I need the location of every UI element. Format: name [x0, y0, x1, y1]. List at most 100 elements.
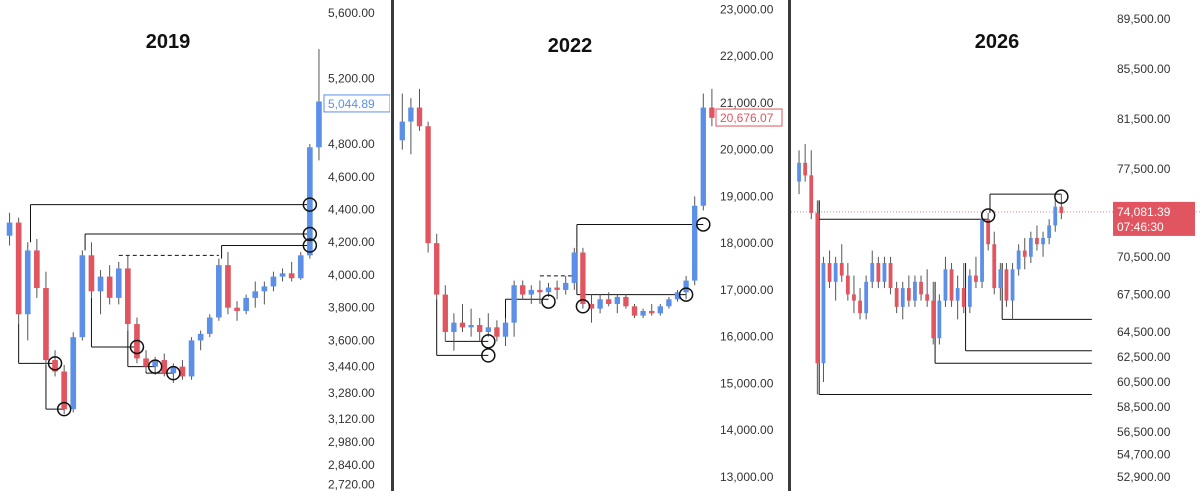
y-tick-label: 5,600.00: [328, 6, 375, 20]
candle: [906, 275, 911, 307]
candle: [571, 247, 577, 290]
candle: [900, 281, 905, 320]
candle: [809, 150, 814, 220]
candle: [270, 271, 277, 292]
candle: [1022, 237, 1027, 270]
candle: [674, 289, 681, 302]
y-tick-label: 4,000.00: [328, 268, 375, 282]
y-tick-label: 3,800.00: [328, 301, 375, 315]
candle: [1028, 231, 1033, 264]
candle: [858, 288, 862, 320]
candle: [279, 268, 286, 282]
y-tick-label: 64,500.00: [1117, 325, 1171, 339]
candle: [815, 200, 820, 395]
candle: [15, 217, 22, 325]
candle: [797, 150, 801, 195]
y-tick-label: 89,500.00: [1117, 12, 1171, 26]
candle: [494, 320, 500, 342]
candle: [852, 275, 856, 314]
highlight-circle: [1054, 189, 1069, 204]
candle: [1035, 225, 1039, 251]
highlight-circle: [47, 356, 63, 371]
candle: [468, 308, 474, 337]
candle: [434, 233, 440, 300]
candle: [606, 292, 612, 307]
candle: [580, 247, 586, 309]
y-tick-label: 5,200.00: [328, 72, 375, 86]
candle: [803, 144, 808, 182]
candle: [43, 271, 49, 365]
y-tick-label: 3,120.00: [328, 412, 375, 426]
candle: [986, 212, 991, 251]
y-tick-label: 23,000.00: [720, 2, 774, 16]
chart-panel-2026: 2026 89,500.00 85,500.00 81,500.00 77,500.00…: [791, 0, 1200, 491]
candle: [640, 308, 646, 318]
candle: [839, 244, 844, 282]
candle: [288, 261, 295, 282]
candle: [1016, 244, 1021, 276]
highlight-circle: [302, 226, 318, 242]
highlight-circle: [56, 401, 72, 417]
candle: [477, 317, 483, 342]
chart-title: 2022: [548, 35, 593, 57]
y-tick-label: 4,600.00: [328, 170, 375, 184]
candle: [459, 303, 466, 333]
y-tick-label: 58,500.00: [1117, 400, 1171, 414]
candle: [1004, 263, 1009, 307]
candle: [485, 313, 491, 337]
y-tick-label: 2,720.00: [328, 477, 375, 491]
candle: [143, 350, 149, 372]
candle: [913, 275, 917, 307]
candle: [179, 360, 186, 380]
y-tick-label: 67,500.00: [1117, 287, 1171, 301]
candle: [1059, 194, 1064, 220]
y-tick-label: 21,000.00: [720, 96, 774, 110]
chart-svg: 2022 23,000.00 22,000.00 21,000.00 20,000.00…: [399, 2, 783, 484]
chart-svg: 2026 89,500.00 85,500.00 81,500.00 77,500.00…: [791, 12, 1200, 484]
candle: [845, 263, 850, 301]
candle: [961, 263, 966, 314]
candle: [502, 317, 509, 347]
y-tick-label: 17,000.00: [720, 283, 774, 297]
last-price-badge: [715, 108, 783, 127]
candle: [974, 256, 978, 289]
y-tick-label: 70,500.00: [1117, 250, 1171, 264]
candle: [6, 212, 13, 246]
last-price-label: 20,676.07: [720, 111, 774, 125]
chart-panel-2019: 2019 5,600.00 5,200.00 4,800.00 4,600.00 4,40…: [0, 0, 390, 491]
candle: [316, 49, 322, 161]
candle: [563, 275, 569, 295]
candle: [106, 265, 113, 305]
y-tick-label: 60,500.00: [1117, 375, 1171, 389]
y-tick-label: 52,900.00: [1117, 470, 1171, 484]
candle: [919, 275, 923, 301]
candle: [833, 256, 838, 301]
highlight-circle: [481, 334, 496, 349]
highlight-circle: [696, 217, 711, 232]
y-tick-label: 13,000.00: [720, 470, 774, 484]
candle: [827, 250, 832, 289]
candle: [955, 275, 960, 320]
candle: [225, 252, 231, 315]
candle: [115, 261, 122, 305]
candle: [588, 294, 595, 323]
candle: [70, 332, 77, 413]
candle: [864, 275, 869, 320]
y-tick-label: 3,440.00: [328, 360, 375, 374]
candle: [1047, 219, 1052, 245]
candle: [442, 285, 448, 342]
candle: [408, 98, 414, 155]
candle: [206, 314, 213, 338]
candle: [520, 280, 526, 300]
y-tick-label: 81,500.00: [1117, 112, 1171, 126]
chart-svg: 2019 5,600.00 5,200.00 4,800.00 4,600.00 4,40…: [6, 6, 390, 491]
candle: [416, 88, 423, 131]
y-tick-label: 22,000.00: [720, 49, 774, 63]
y-tick-label: 3,600.00: [328, 333, 375, 347]
candle: [97, 270, 104, 315]
y-tick-label: 77,500.00: [1117, 162, 1171, 176]
candle: [937, 294, 942, 345]
highlight-circle: [129, 339, 145, 355]
candle: [623, 294, 629, 309]
y-tick-label: 54,700.00: [1117, 448, 1171, 462]
